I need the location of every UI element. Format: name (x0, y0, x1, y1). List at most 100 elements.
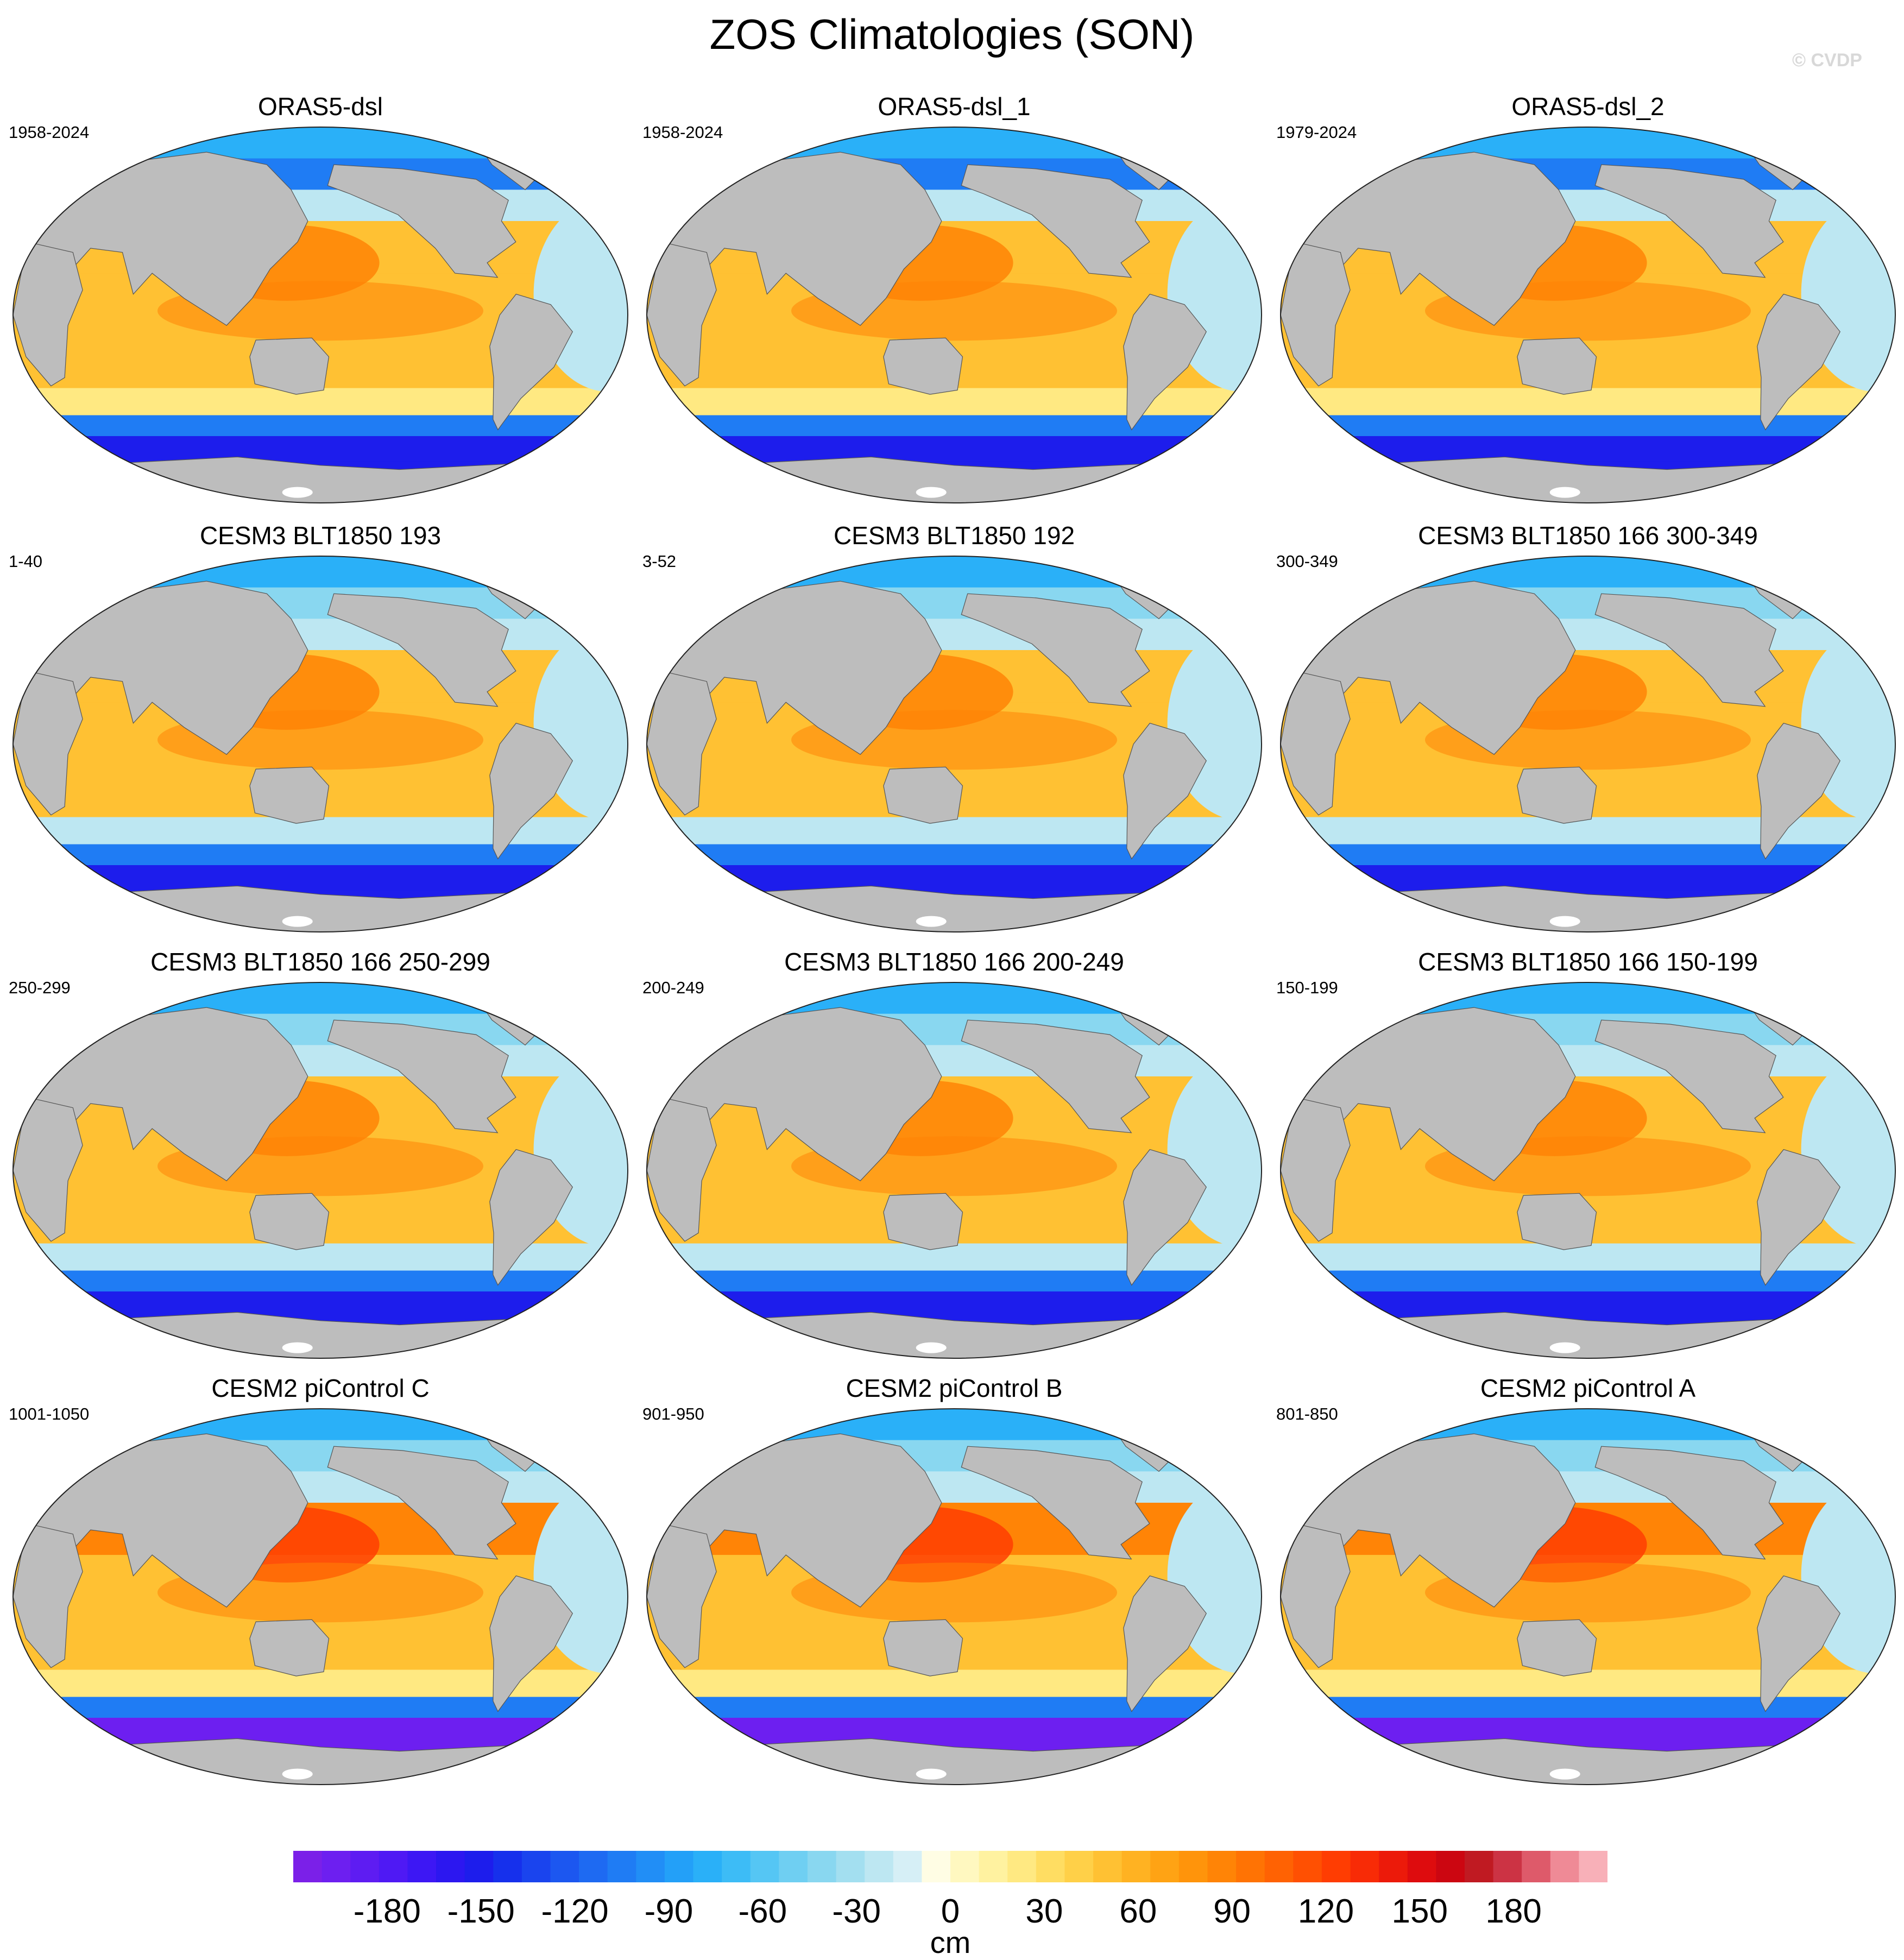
colorbar-tick-label: 60 (1119, 1893, 1157, 1930)
sea-level-band (13, 844, 628, 866)
land-mass (249, 337, 330, 395)
atlantic-low (533, 1478, 628, 1674)
map-panel: CESM2 piControl A 801-850 (1273, 1374, 1903, 1803)
map-8 (1280, 982, 1896, 1359)
land-mass (961, 1019, 1150, 1133)
panel-title: CESM3 BLT1850 193 (199, 521, 442, 550)
colorbar-swatch (1493, 1851, 1522, 1882)
sea-level-band (647, 1270, 1262, 1292)
land-mass (489, 1149, 573, 1286)
colorbar-swatch (1550, 1851, 1579, 1882)
map-11 (1280, 1408, 1896, 1785)
land-mass (647, 1523, 717, 1668)
map-outline (12, 982, 628, 1359)
map-panel: CESM2 piControl C 1001-1050 (5, 1374, 635, 1803)
colorbar-swatch (750, 1851, 779, 1882)
colorbar-swatch (807, 1851, 837, 1882)
colorbar-swatch (979, 1851, 1008, 1882)
land-mass (1517, 766, 1597, 824)
colorbar-swatch (521, 1851, 551, 1882)
ice-shelf (916, 1342, 947, 1353)
colorbar-swatch (922, 1851, 951, 1882)
map-3 (12, 556, 628, 932)
map-panel: ORAS5-dsl_1 1958-2024 (639, 92, 1269, 521)
atlantic-low (533, 1051, 628, 1247)
sea-level-band (1281, 1409, 1895, 1441)
colorbar-swatch (1407, 1851, 1436, 1882)
atlantic-low (1167, 1051, 1262, 1247)
land-mass (1757, 1149, 1841, 1286)
land-mass (883, 337, 963, 395)
land-mass (1281, 670, 1351, 816)
panel-title: CESM3 BLT1850 166 150-199 (1418, 948, 1758, 976)
sea-level-band (1281, 388, 1895, 416)
map-panel: CESM3 BLT1850 193 1-40 (5, 521, 635, 950)
panel-title: CESM3 BLT1850 166 200-249 (784, 948, 1124, 976)
colorbar-swatch (1036, 1851, 1066, 1882)
atlantic-low (533, 196, 628, 392)
colorbar-swatch (1236, 1851, 1265, 1882)
atlantic-low (1801, 625, 1895, 821)
map-outline (1280, 982, 1896, 1359)
ice-shelf (1549, 1342, 1580, 1353)
land-mass (1517, 337, 1597, 395)
sea-level-band (647, 982, 1262, 1014)
map-panel: CESM3 BLT1850 166 300-349 300-349 (1273, 521, 1903, 950)
colorbar-swatch (379, 1851, 408, 1882)
colorbar-swatch (893, 1851, 922, 1882)
sea-level-band (1281, 844, 1895, 866)
land-mass (327, 164, 516, 278)
sea-level-band (647, 415, 1262, 437)
map-10 (646, 1408, 1262, 1785)
land-mass (249, 766, 330, 824)
map-1 (646, 127, 1262, 503)
land-mass (1757, 293, 1841, 431)
panel-title: ORAS5-dsl_2 (1511, 92, 1665, 121)
colorbar-swatch (1350, 1851, 1379, 1882)
sea-level-band (1281, 415, 1895, 437)
panel-title: CESM2 piControl C (211, 1374, 430, 1402)
colorbar-swatch (1064, 1851, 1094, 1882)
panel-years: 1958-2024 (642, 123, 723, 142)
ice-shelf (282, 487, 313, 498)
land-mass (1123, 1575, 1207, 1712)
colorbar-tick-label: -120 (541, 1893, 609, 1930)
colorbar-tick-label: 150 (1391, 1893, 1448, 1930)
land-mass (13, 670, 83, 816)
colorbar-swatch (1522, 1851, 1551, 1882)
colorbar-swatch (1093, 1851, 1123, 1882)
land-mass (1594, 593, 1784, 707)
colorbar-swatch (1121, 1851, 1151, 1882)
colorbar-swatch (1379, 1851, 1408, 1882)
map-5 (1280, 556, 1896, 932)
map-outline (646, 982, 1262, 1359)
sea-level-band (647, 1409, 1262, 1441)
land-mass (249, 1193, 330, 1250)
sea-level-band (1281, 817, 1895, 845)
sea-level-band (13, 127, 628, 159)
ice-shelf (1549, 916, 1580, 927)
atlantic-low (533, 625, 628, 821)
sea-level-band (1281, 127, 1895, 159)
colorbar-tick-label: 30 (1025, 1893, 1063, 1930)
colorbar-swatch (350, 1851, 380, 1882)
colorbar-swatch (693, 1851, 722, 1882)
sea-level-band (647, 127, 1262, 159)
colorbar-tick-label: -60 (738, 1893, 787, 1930)
land-mass (961, 164, 1150, 278)
colorbar-tick-label: 90 (1213, 1893, 1251, 1930)
map-0 (12, 127, 628, 503)
ice-shelf (916, 916, 947, 927)
map-outline (1280, 127, 1896, 503)
ice-shelf (282, 1342, 313, 1353)
colorbar-swatch (1464, 1851, 1494, 1882)
colorbar-swatch (607, 1851, 636, 1882)
land-mass (327, 1019, 516, 1133)
colorbar-swatch (1264, 1851, 1294, 1882)
panel-title: ORAS5-dsl (257, 92, 383, 121)
map-6 (12, 982, 628, 1359)
map-panel: CESM3 BLT1850 192 3-52 (639, 521, 1269, 950)
panel-years: 300-349 (1276, 552, 1338, 571)
map-4 (646, 556, 1262, 932)
sea-level-band (13, 1697, 628, 1718)
